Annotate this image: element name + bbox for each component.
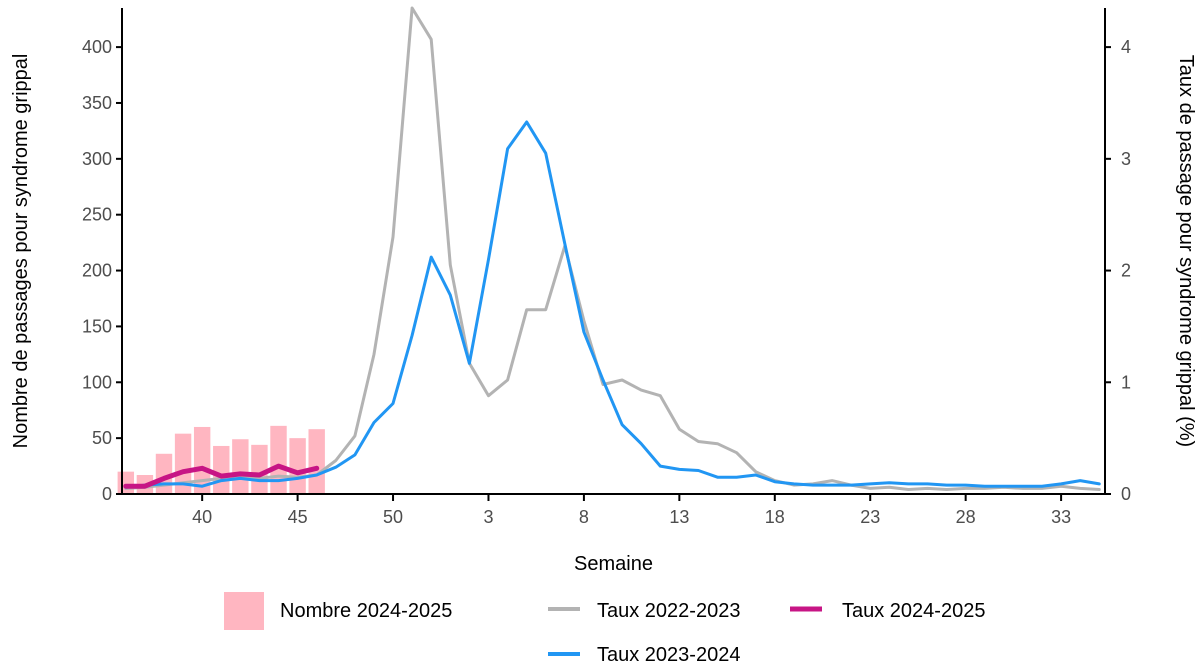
y-left-tick-label: 0: [102, 484, 112, 504]
y-left-tick-label: 400: [82, 37, 112, 57]
y-right-tick-label: 4: [1121, 37, 1131, 57]
x-tick-label: 28: [956, 507, 976, 527]
y-left-axis-title: Nombre de passages pour syndrome grippal: [10, 54, 32, 449]
y-right-axis-title: Taux de passage pour syndrome grippal (%…: [1175, 55, 1197, 447]
series-line-1: [124, 6, 1101, 491]
legend-label-2: Taux 2023-2024: [597, 644, 740, 666]
bar-40: [193, 426, 211, 494]
y-right-tick-label: 0: [1121, 484, 1131, 504]
x-tick-label: 50: [383, 507, 403, 527]
series-line-2: [124, 120, 1101, 489]
bar-42: [232, 439, 249, 494]
y-left-tick-label: 100: [82, 372, 112, 392]
x-tick-label: 45: [288, 507, 308, 527]
x-tick-label: 13: [669, 507, 689, 527]
y-left-tick-label: 250: [82, 205, 112, 225]
bar-44: [270, 425, 287, 494]
y-left-tick-label: 350: [82, 93, 112, 113]
legend-swatch-0: [224, 592, 264, 630]
y-left-tick-label: 150: [82, 316, 112, 336]
legend-label-3: Taux 2024-2025: [842, 600, 985, 622]
bar-43: [251, 444, 268, 494]
y-right-tick-label: 1: [1121, 372, 1131, 392]
x-tick-label: 18: [765, 507, 785, 527]
bar-45: [289, 438, 306, 494]
legend-label-1: Taux 2022-2023: [597, 600, 740, 622]
legend: Nombre 2024-2025 Taux 2022-2023 Taux 2023-…: [224, 592, 985, 666]
y-right-tick-label: 2: [1121, 261, 1131, 281]
x-tick-label: 3: [483, 507, 493, 527]
x-tick-label: 8: [579, 507, 589, 527]
bar-41: [213, 445, 230, 494]
y-right-tick-label: 3: [1121, 149, 1131, 169]
series-line-3: [123, 463, 320, 489]
legend-label-0: Nombre 2024-2025: [280, 600, 452, 622]
y-left-tick-label: 200: [82, 261, 112, 281]
lines-layer: [123, 6, 1101, 491]
y-left-tick-label: 50: [92, 428, 112, 448]
x-tick-label: 33: [1051, 507, 1071, 527]
bar-39: [174, 433, 192, 494]
x-tick-label: 23: [860, 507, 880, 527]
bar-46: [308, 429, 325, 494]
x-tick-label: 40: [192, 507, 212, 527]
x-axis-title: Semaine: [574, 553, 653, 575]
bar-36: [117, 471, 135, 494]
y-left-tick-label: 300: [82, 149, 112, 169]
